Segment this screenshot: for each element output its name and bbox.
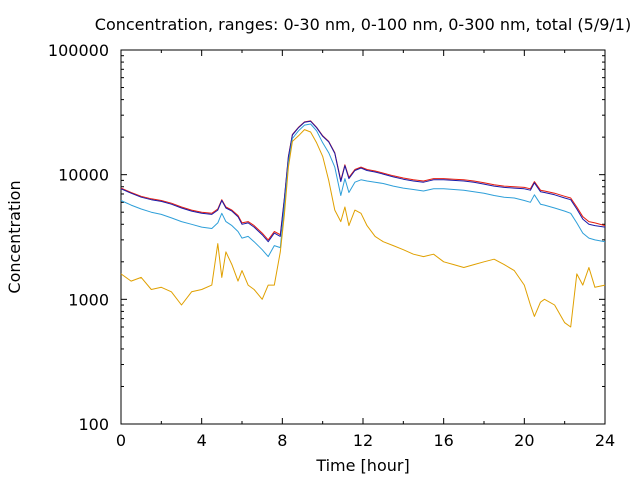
x-tick-label: 16 — [433, 431, 453, 450]
y-tick-label: 1000 — [68, 290, 109, 309]
x-tick-label: 20 — [514, 431, 534, 450]
x-tick-label: 12 — [353, 431, 373, 450]
y-tick-label: 100000 — [48, 41, 109, 60]
y-tick-label: 100 — [78, 415, 109, 434]
series-line-2 — [120, 120, 606, 243]
x-tick-label: 24 — [595, 431, 615, 450]
y-tick-label: 10000 — [58, 166, 109, 185]
series-line-3 — [120, 123, 606, 258]
y-axis-label: Concentration — [5, 180, 24, 293]
plot-frame — [120, 49, 606, 425]
x-tick-label: 4 — [197, 431, 207, 450]
x-axis-label: Time [hour] — [315, 456, 409, 475]
series-lines — [120, 120, 606, 328]
x-tick-label: 0 — [116, 431, 126, 450]
chart-title: Concentration, ranges: 0-30 nm, 0-100 nm… — [95, 15, 631, 34]
series-line-4 — [120, 129, 606, 328]
x-tick-label: 8 — [277, 431, 287, 450]
axis-ticks: 0 4 8 12 16 20 24 100 1000 10000 100000 — [48, 41, 615, 450]
